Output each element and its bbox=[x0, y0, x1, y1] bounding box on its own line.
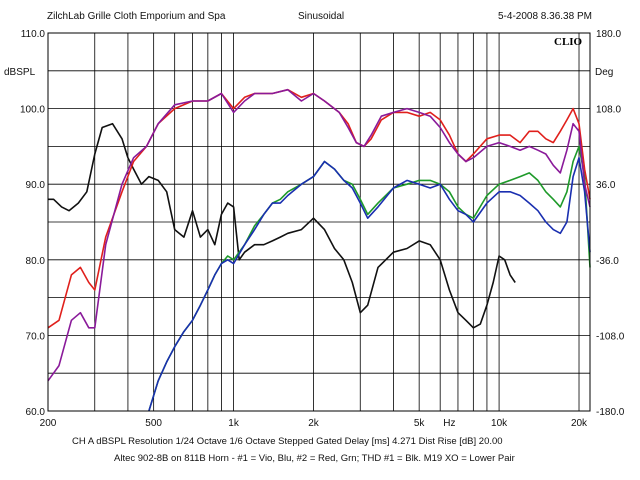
series-line-green bbox=[148, 145, 591, 412]
chart-grid bbox=[47, 32, 590, 412]
header-timestamp: 5-4-2008 8.36.38 PM bbox=[498, 11, 592, 22]
y-tick-label: 110.0 bbox=[21, 29, 46, 40]
chart-series bbox=[47, 88, 591, 412]
chart-labels: 200 500 1k 2k 5k 10k 20k Hz 60.0 70.0 80.0 90.0 100.… bbox=[20, 29, 625, 429]
header-title: ZilchLab Grille Cloth Emporium and Spa bbox=[47, 11, 226, 22]
y2-tick-label: 180.0 bbox=[596, 29, 621, 40]
x-tick-label: 1k bbox=[228, 418, 240, 429]
y-tick-label: 60.0 bbox=[26, 407, 46, 418]
x-tick-label: 200 bbox=[40, 418, 57, 429]
y-axis-label: dBSPL bbox=[4, 67, 36, 78]
x-tick-label: 5k bbox=[414, 418, 426, 429]
y2-tick-label: 108.0 bbox=[596, 105, 621, 116]
y2-tick-label: -36.0 bbox=[596, 256, 619, 267]
y2-tick-label: -108.0 bbox=[596, 331, 625, 342]
series-line-red bbox=[47, 88, 591, 329]
x-tick-label: 10k bbox=[491, 418, 508, 429]
plot-frame bbox=[47, 32, 591, 412]
y-tick-label: 90.0 bbox=[26, 180, 46, 191]
header-mode: Sinusoidal bbox=[298, 11, 345, 22]
series-line-blue bbox=[148, 156, 591, 412]
series-line-violet bbox=[47, 88, 591, 382]
y2-tick-label: 36.0 bbox=[596, 180, 616, 191]
x-tick-label: 20k bbox=[571, 418, 588, 429]
x-unit-label: Hz bbox=[443, 418, 455, 429]
y2-tick-label: -180.0 bbox=[596, 407, 625, 418]
y-tick-label: 70.0 bbox=[26, 331, 46, 342]
footer-settings: CH A dBSPL Resolution 1/24 Octave 1/6 Oc… bbox=[72, 436, 503, 447]
y-tick-label: 100.0 bbox=[20, 105, 45, 116]
y-tick-label: 80.0 bbox=[26, 256, 46, 267]
x-tick-label: 500 bbox=[145, 418, 162, 429]
series-line-black bbox=[48, 122, 516, 329]
y2-axis-label: Deg bbox=[595, 67, 614, 78]
clio-logo: CLIO bbox=[554, 36, 583, 48]
x-tick-label: 2k bbox=[308, 418, 320, 429]
footer-legend: Altec 902-8B on 811B Horn - #1 = Vio, Bl… bbox=[114, 453, 515, 464]
